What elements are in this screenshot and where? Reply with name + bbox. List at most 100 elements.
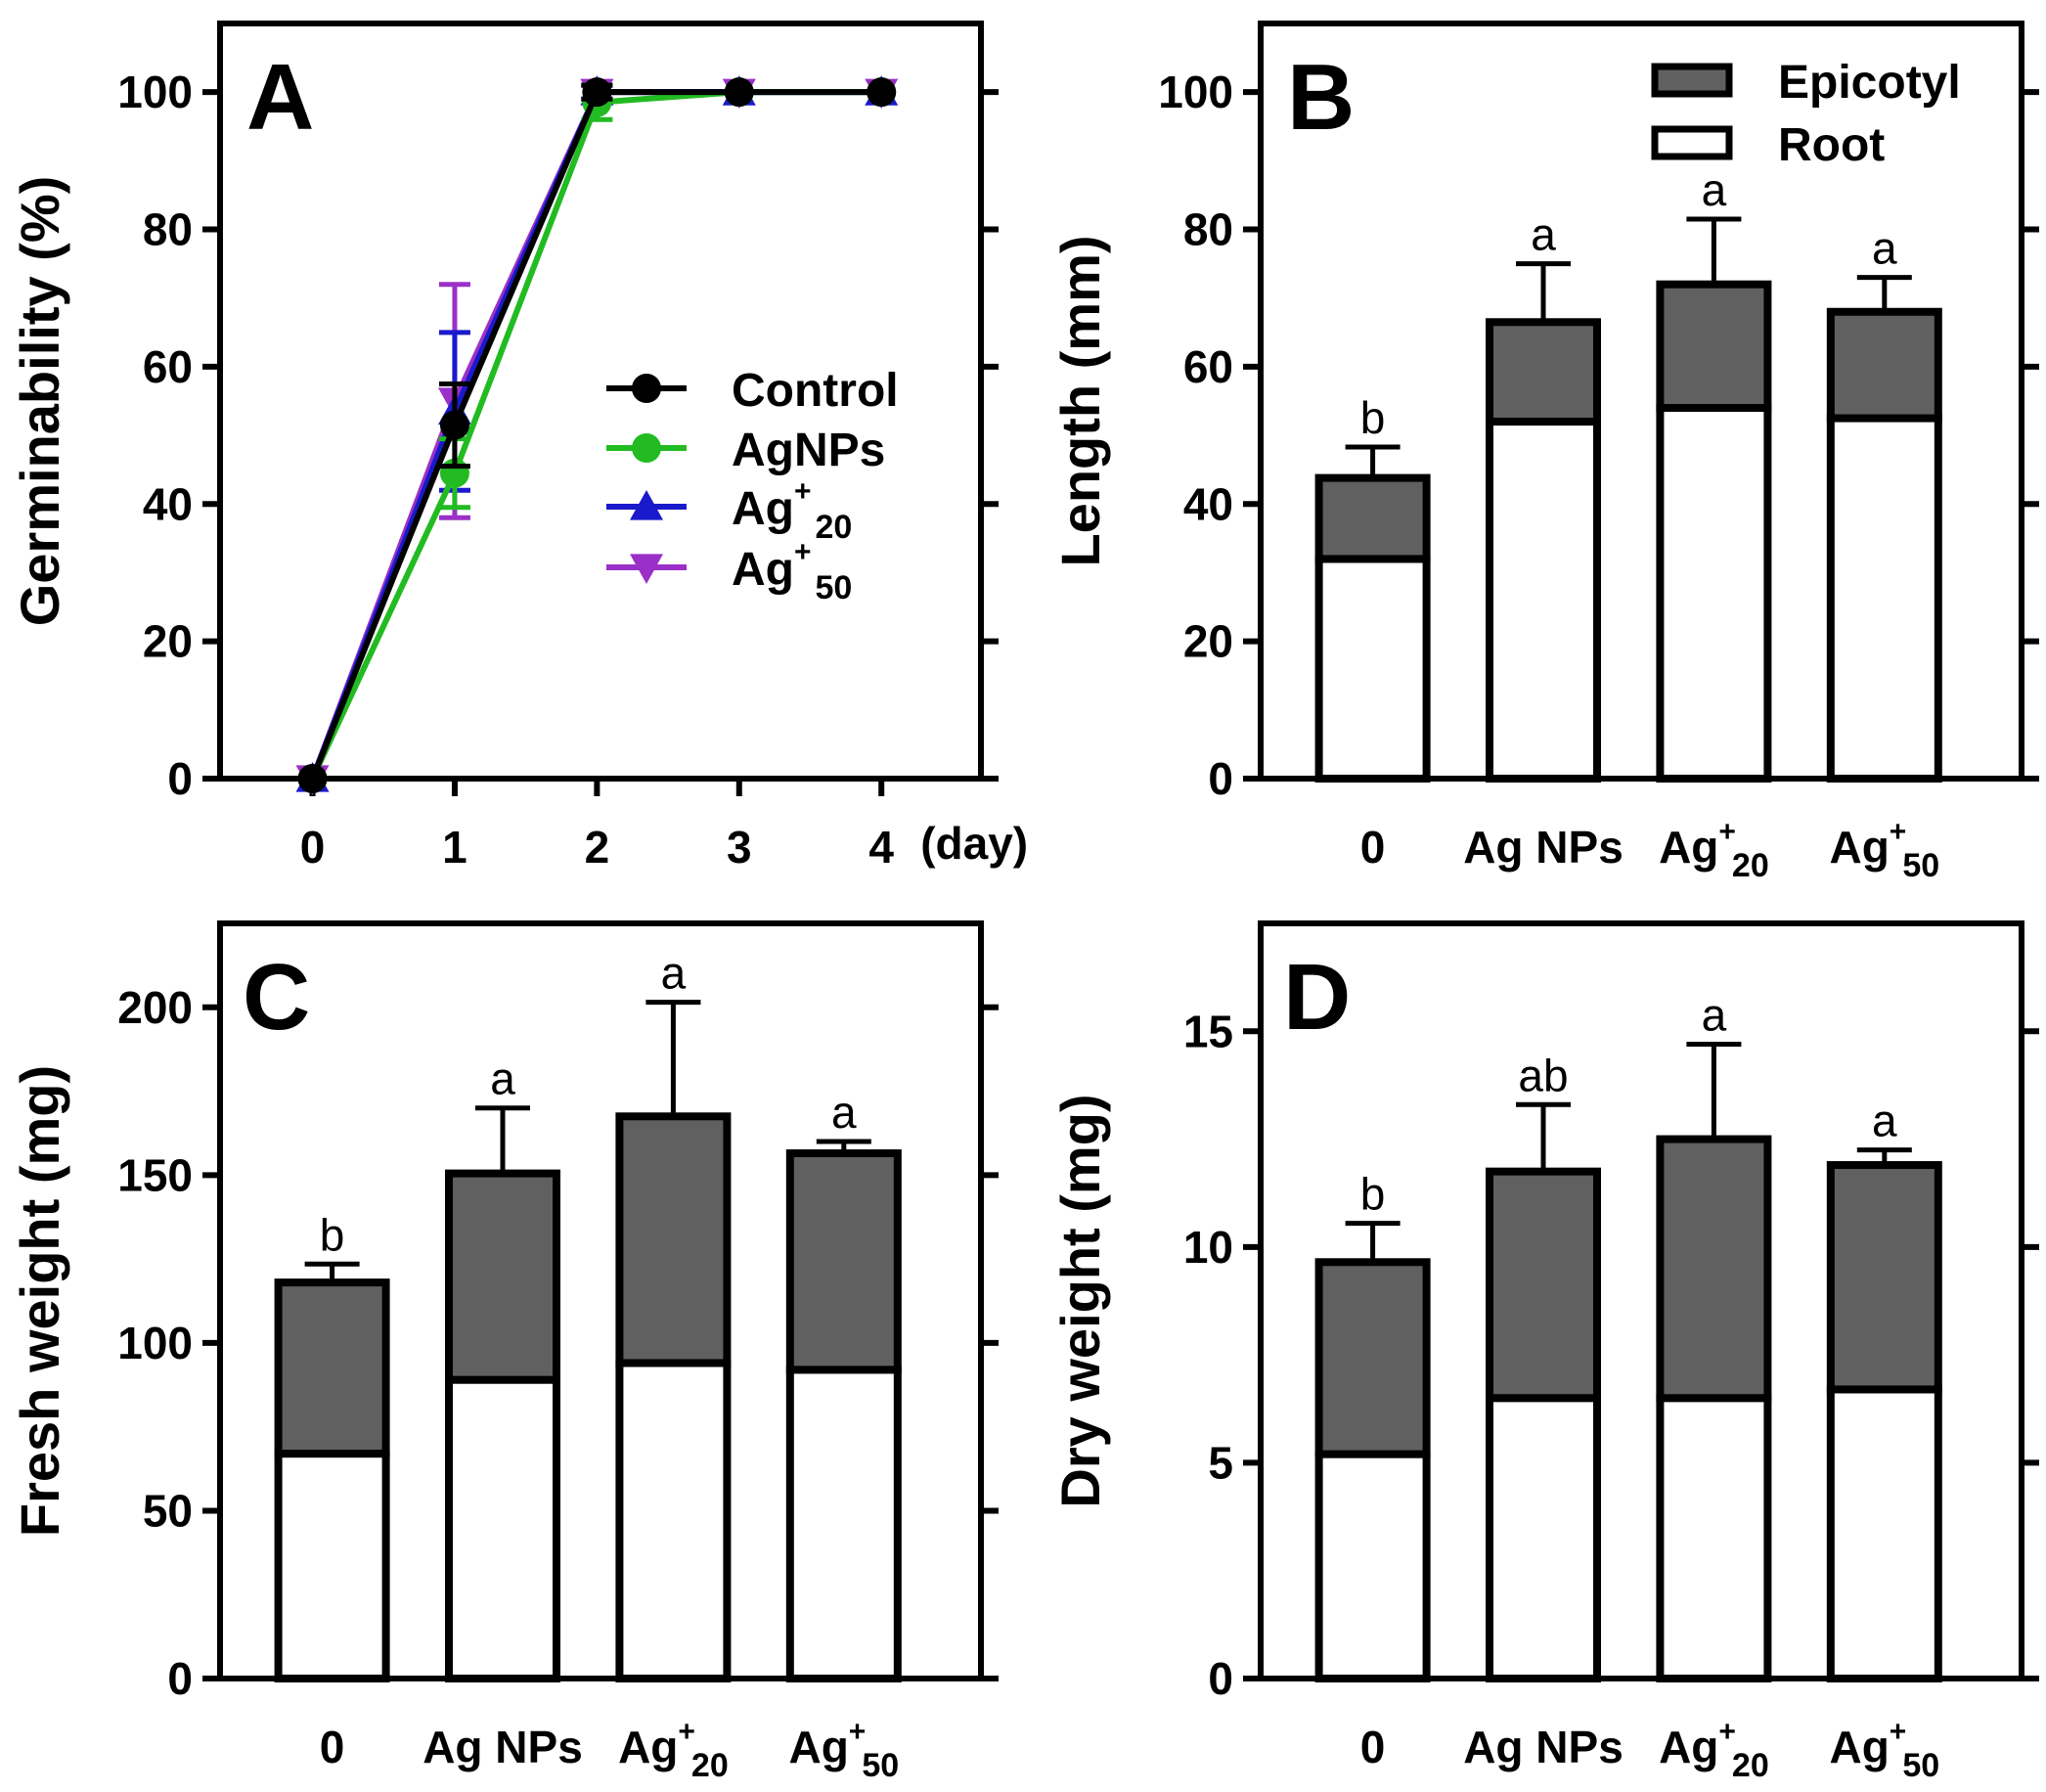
legend-name: Ag bbox=[732, 544, 794, 596]
y-tick-label: 60 bbox=[1183, 341, 1233, 392]
legend-item: Ag+20 bbox=[606, 475, 852, 546]
bar-group: a Ag+ 20 bbox=[615, 948, 732, 1784]
category-label: Ag+ 50 bbox=[1829, 1716, 1939, 1784]
legend-marker bbox=[630, 490, 663, 520]
bar-root bbox=[615, 1359, 732, 1683]
bar-epicotyl bbox=[1486, 318, 1602, 426]
y-tick-label: 15 bbox=[1183, 1006, 1233, 1056]
category-main: Ag bbox=[1829, 1722, 1889, 1772]
bar-group: a Ag+ 50 bbox=[1826, 223, 1942, 884]
data-point bbox=[297, 764, 328, 793]
plot-frame bbox=[1258, 21, 2024, 782]
legend-label: Epicotyl bbox=[1778, 57, 1961, 109]
y-tick-label: 0 bbox=[167, 753, 193, 804]
category-sub: 50 bbox=[1902, 847, 1939, 884]
legend-label: AgNPs bbox=[732, 425, 885, 476]
y-tick-label: 0 bbox=[167, 1653, 193, 1704]
y-tick-label: 100 bbox=[117, 1318, 193, 1368]
category-sup: + bbox=[1890, 1716, 1907, 1748]
category-main: 0 bbox=[320, 1722, 345, 1772]
category-main: Ag NPs bbox=[1463, 1722, 1623, 1772]
bar-root bbox=[1314, 1450, 1431, 1682]
y-tick-label: 40 bbox=[143, 478, 193, 529]
category-main: Ag bbox=[618, 1722, 678, 1772]
plot-frame bbox=[217, 21, 984, 782]
bar-group: a Ag+ 50 bbox=[1826, 1096, 1942, 1784]
bar-root bbox=[785, 1366, 902, 1682]
bar-root bbox=[445, 1375, 561, 1682]
category-label: 0 bbox=[1360, 1722, 1386, 1772]
significance-letter: a bbox=[1872, 223, 1897, 274]
bar-root bbox=[1486, 418, 1602, 783]
series-control bbox=[297, 77, 897, 793]
bar-epicotyl bbox=[785, 1149, 902, 1374]
legend-sup: + bbox=[794, 536, 812, 568]
significance-letter: a bbox=[1702, 164, 1727, 215]
legend-item: Ag+50 bbox=[606, 536, 852, 606]
y-tick-label: 80 bbox=[1183, 204, 1233, 255]
bar-root bbox=[1826, 1385, 1942, 1683]
plot-frame bbox=[1258, 920, 2024, 1681]
legend-label: Control bbox=[732, 365, 899, 417]
category-label: Ag+ 50 bbox=[1829, 816, 1939, 884]
category-main: Ag bbox=[1659, 822, 1718, 873]
bar-epicotyl bbox=[1656, 280, 1772, 413]
category-main: Ag NPs bbox=[1463, 822, 1623, 873]
data-point bbox=[582, 77, 612, 108]
significance-letter: b bbox=[320, 1209, 345, 1260]
category-main: 0 bbox=[1360, 1722, 1386, 1772]
bar-epicotyl bbox=[1826, 1161, 1942, 1394]
bar-root bbox=[1314, 555, 1431, 783]
legend-item: Root bbox=[1651, 119, 1885, 171]
category-label: 0 bbox=[1360, 822, 1386, 873]
y-axis-label: Fresh weight (mg) bbox=[9, 1065, 70, 1537]
bar-epicotyl bbox=[274, 1278, 390, 1458]
legend: Epicotyl Root bbox=[1651, 57, 1961, 171]
legend-label: Ag+50 bbox=[732, 536, 852, 606]
significance-letter: b bbox=[1360, 1169, 1386, 1220]
legend-item: AgNPs bbox=[606, 425, 885, 476]
category-main: 0 bbox=[1360, 822, 1386, 873]
legend-name: Control bbox=[732, 365, 899, 417]
bar-root bbox=[1826, 414, 1942, 783]
category-sub: 50 bbox=[1902, 1747, 1939, 1784]
bar-epicotyl bbox=[1826, 307, 1942, 423]
y-axis-label: Germinability (%) bbox=[9, 176, 70, 627]
bar-root bbox=[274, 1450, 390, 1683]
panel-letter: D bbox=[1283, 945, 1351, 1050]
data-point bbox=[724, 77, 754, 108]
category-label: Ag NPs bbox=[423, 1722, 583, 1772]
y-tick-label: 150 bbox=[117, 1149, 193, 1200]
bar-group: a Ag+ 20 bbox=[1656, 990, 1772, 1784]
bar-epicotyl bbox=[1314, 1258, 1431, 1458]
significance-letter: a bbox=[1702, 990, 1727, 1041]
category-label: Ag+ 50 bbox=[788, 1716, 899, 1784]
category-sup: + bbox=[678, 1716, 695, 1748]
bar-group: b0 bbox=[1314, 1169, 1431, 1772]
y-tick-label: 5 bbox=[1208, 1437, 1233, 1488]
y-tick-label: 0 bbox=[1208, 1653, 1233, 1704]
x-tick-label: 0 bbox=[300, 822, 326, 873]
significance-letter: a bbox=[490, 1053, 515, 1104]
y-tick-label: 10 bbox=[1183, 1222, 1233, 1273]
bar-group: b0 bbox=[274, 1209, 390, 1772]
category-sup: + bbox=[1718, 816, 1736, 848]
bar-group: a Ag+ 20 bbox=[1656, 164, 1772, 884]
category-main: Ag NPs bbox=[423, 1722, 583, 1772]
bar-group: b0 bbox=[1314, 392, 1431, 873]
category-sub: 20 bbox=[1732, 1747, 1769, 1784]
panel-letter: C bbox=[243, 945, 310, 1050]
bar-root bbox=[1656, 404, 1772, 783]
legend-sub: 20 bbox=[816, 509, 853, 546]
legend-label: Root bbox=[1778, 119, 1885, 171]
bar-epicotyl bbox=[445, 1169, 561, 1384]
legend-marker bbox=[632, 374, 661, 403]
y-axis-label: Dry weight (mg) bbox=[1049, 1094, 1111, 1507]
category-sup: + bbox=[849, 1716, 867, 1748]
y-tick-label: 80 bbox=[143, 204, 193, 255]
significance-letter: a bbox=[1872, 1096, 1897, 1146]
